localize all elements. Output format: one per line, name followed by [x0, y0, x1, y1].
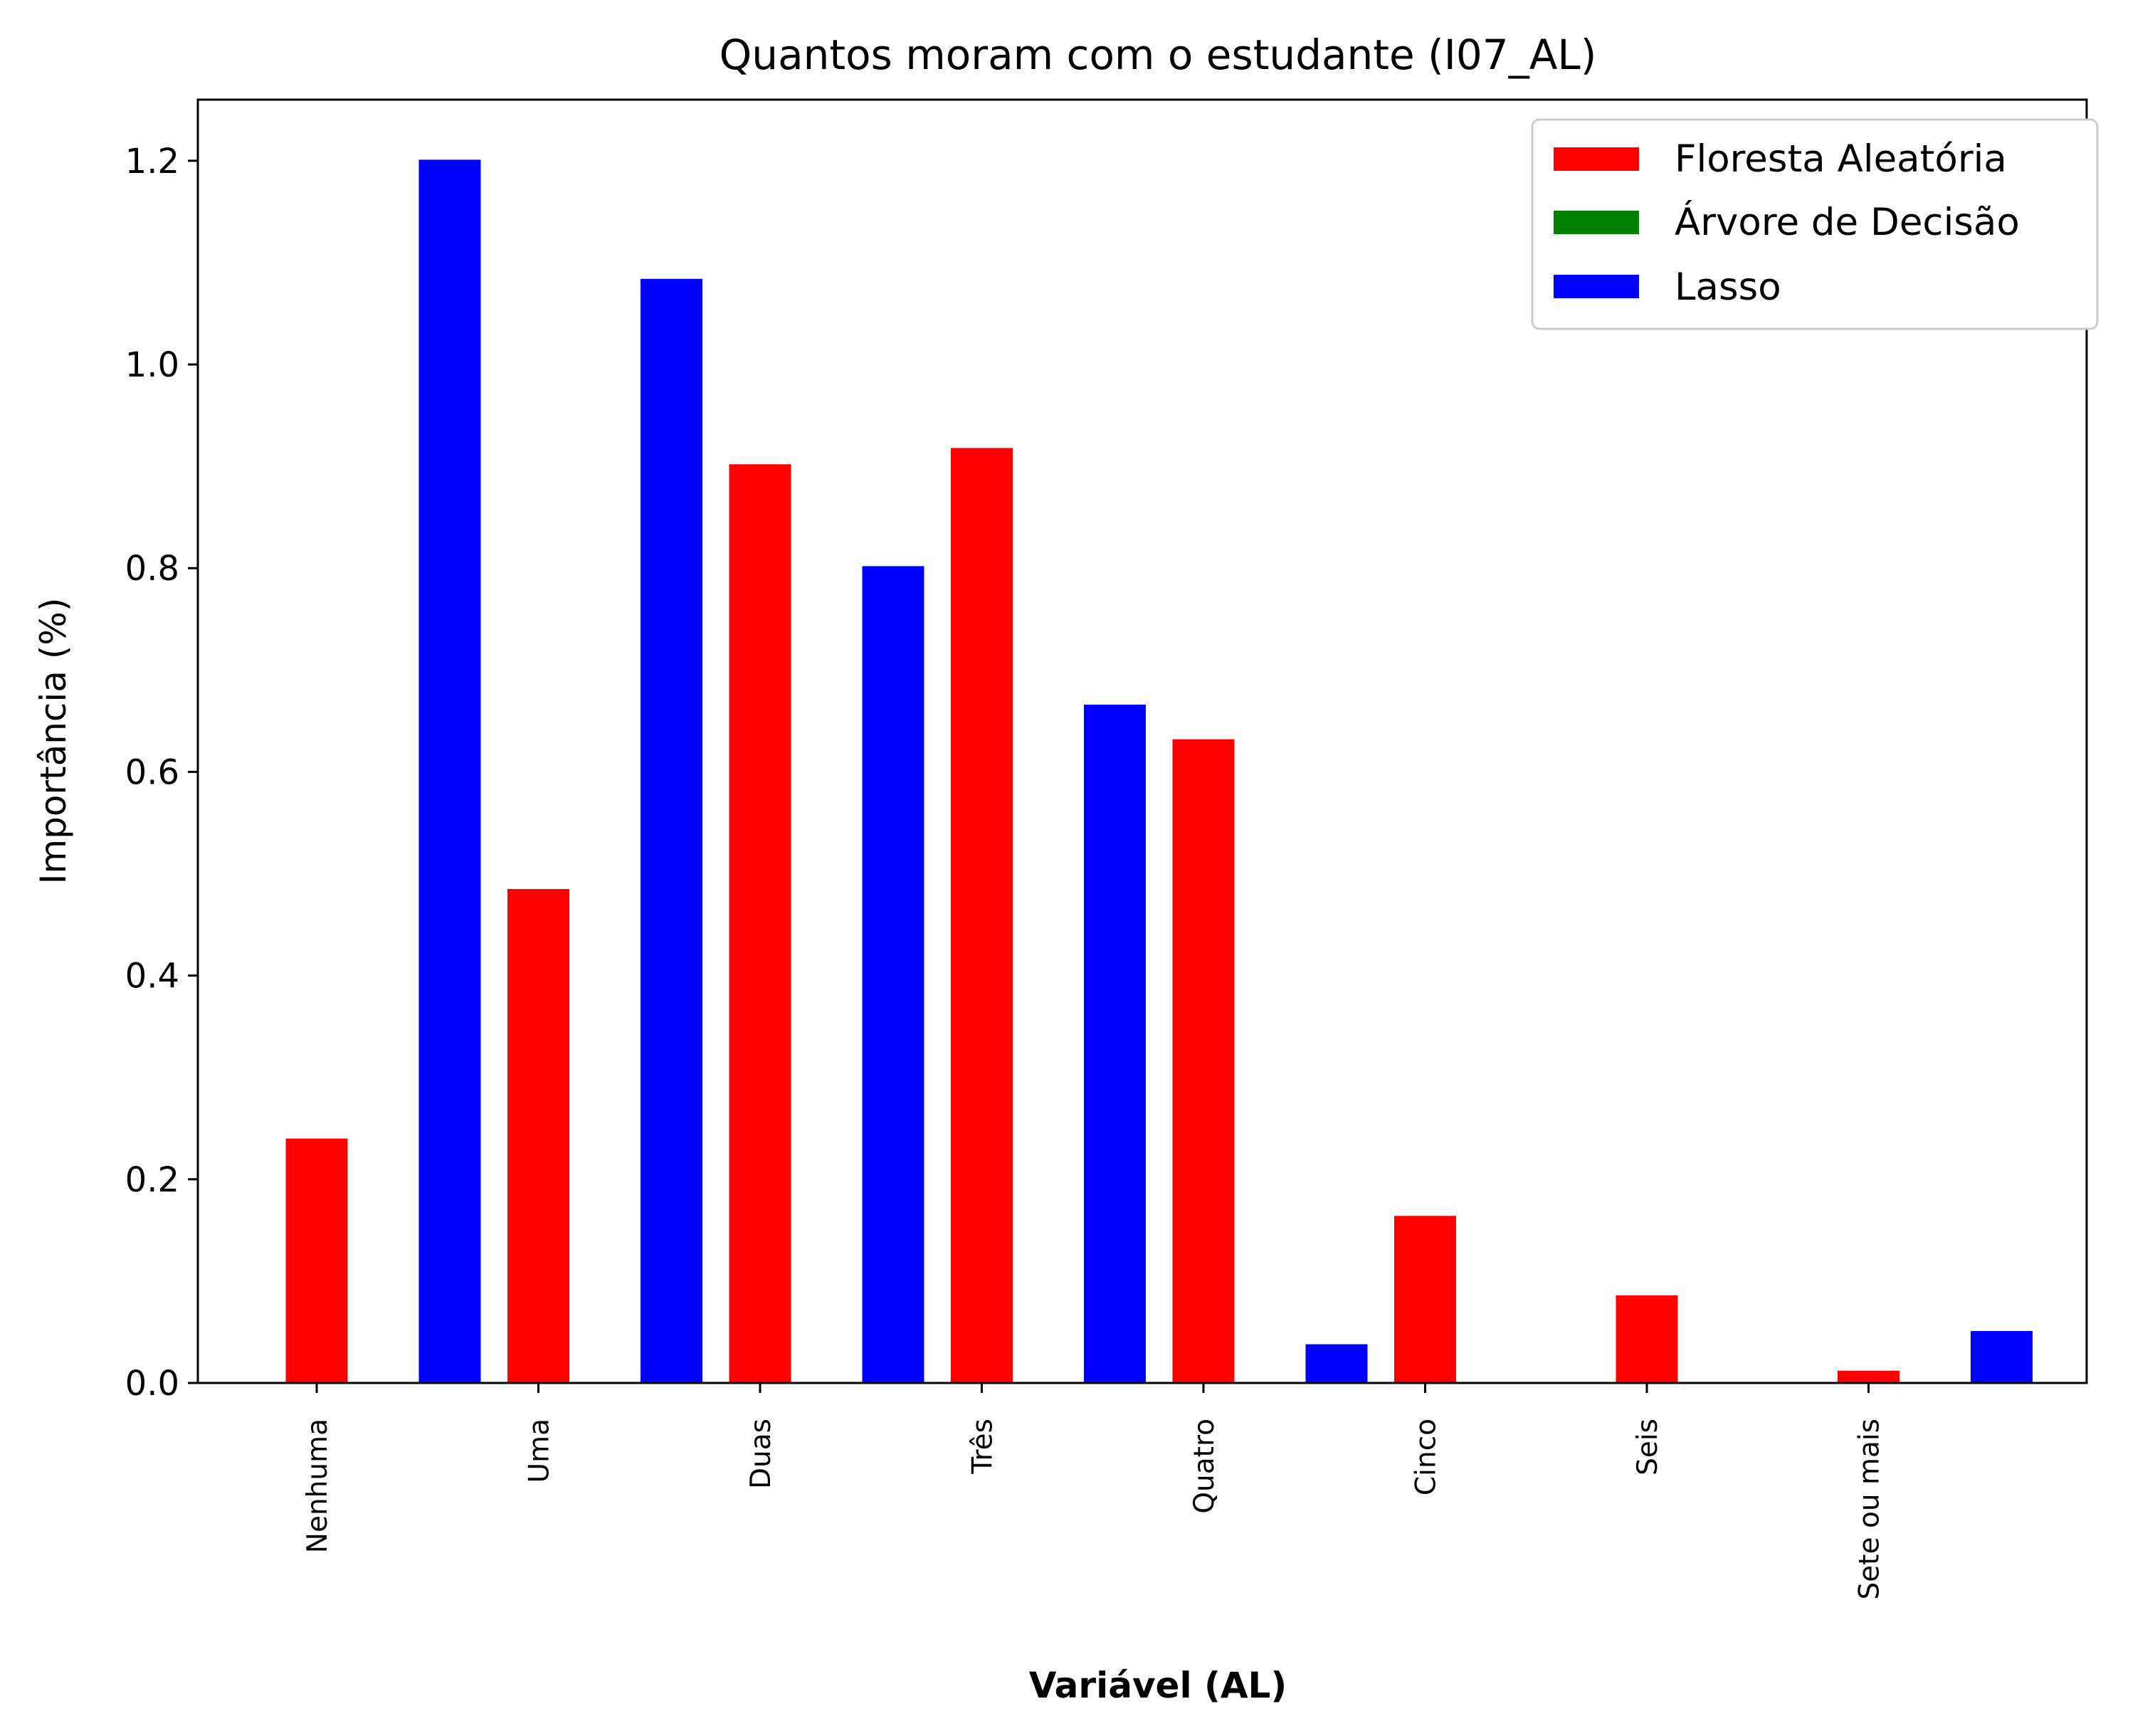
bar-0-0 — [285, 1138, 348, 1383]
x-axis-label: Variável (AL) — [1029, 1665, 1287, 1706]
y-tick-label: 0.4 — [125, 957, 179, 996]
x-tick-label: Seis — [1632, 1419, 1664, 1475]
legend-swatch-lasso — [1554, 275, 1639, 298]
y-tick-label: 0.8 — [125, 549, 179, 589]
bar-2-3 — [1084, 705, 1146, 1383]
bar-0-1 — [507, 889, 569, 1383]
legend: Floresta Aleatória Árvore de Decisão Las… — [1531, 118, 2099, 330]
legend-swatch-floresta — [1554, 147, 1639, 171]
bar-2-0 — [418, 159, 481, 1383]
bar-0-7 — [1838, 1370, 1899, 1383]
x-tick-label: Uma — [524, 1419, 556, 1483]
x-tick-label: Cinco — [1411, 1419, 1443, 1495]
y-axis-label: Importância (%) — [33, 598, 74, 885]
x-tick-label: Duas — [745, 1419, 777, 1489]
y-tick-label: 0.6 — [125, 752, 179, 792]
bar-2-1 — [641, 278, 702, 1383]
bar-2-2 — [862, 566, 924, 1383]
x-tick-label: Sete ou mais — [1854, 1419, 1886, 1599]
bar-0-4 — [1172, 739, 1235, 1383]
bar-0-5 — [1394, 1216, 1456, 1383]
bar-2-7 — [1971, 1331, 2033, 1383]
bars — [285, 159, 2033, 1383]
bar-2-4 — [1305, 1344, 1368, 1383]
y-tick-label: 0.2 — [125, 1160, 179, 1200]
bar-0-6 — [1616, 1295, 1678, 1383]
bar-0-3 — [951, 448, 1013, 1383]
y-axis: 0.0 0.2 0.4 0.6 0.8 1.0 1.2 — [125, 142, 198, 1404]
chart-title: Quantos moram com o estudante (I07_AL) — [720, 31, 1597, 79]
legend-label-lasso: Lasso — [1675, 265, 1781, 309]
x-axis: Nenhuma Uma Duas Três Quatro Cinco Seis Sete ou… — [302, 1383, 1886, 1599]
plot-frame — [196, 98, 2088, 1384]
bar-0-2 — [729, 464, 791, 1383]
legend-swatch-arvore — [1554, 211, 1639, 234]
x-tick-label: Nenhuma — [302, 1419, 334, 1553]
x-tick-label: Quatro — [1189, 1419, 1221, 1514]
y-tick-label: 1.0 — [125, 345, 179, 385]
legend-label-floresta: Floresta Aleatória — [1675, 137, 2007, 181]
y-tick-label: 1.2 — [125, 142, 179, 182]
legend-label-arvore: Árvore de Decisão — [1675, 199, 2020, 244]
y-tick-label: 0.0 — [125, 1364, 179, 1404]
x-tick-label: Três — [967, 1419, 999, 1475]
legend-box — [1531, 118, 2099, 330]
